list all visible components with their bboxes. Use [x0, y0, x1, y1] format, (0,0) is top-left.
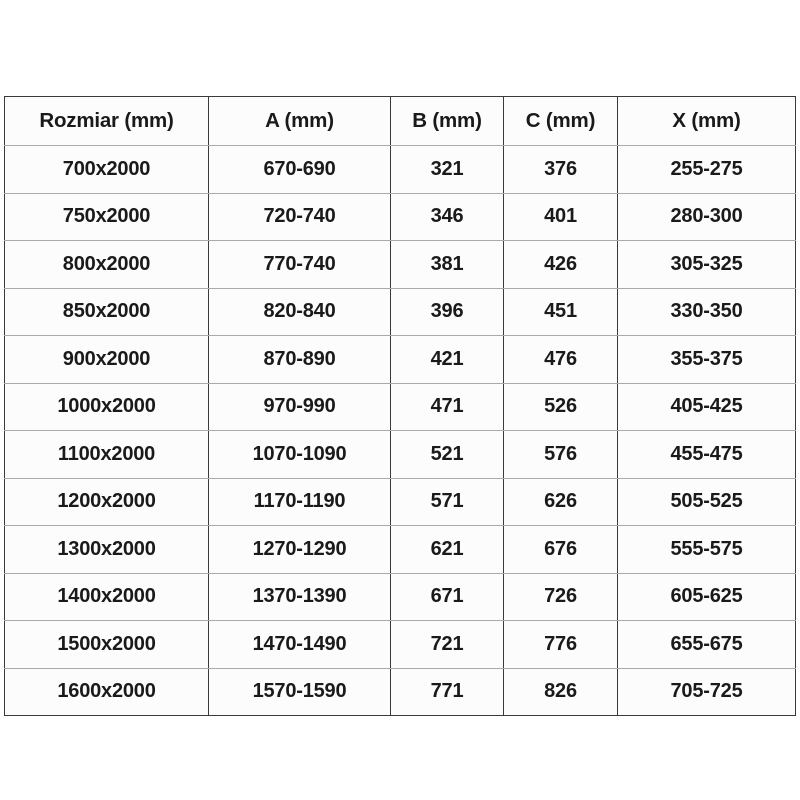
cell-b: 621 — [390, 525, 504, 574]
table-row: 800x2000 770-740 381 426 305-325 — [4, 240, 796, 289]
cell-size: 850x2000 — [4, 287, 209, 336]
cell-c: 626 — [503, 477, 618, 526]
cell-b: 471 — [390, 382, 504, 431]
table-row: 1100x2000 1070-1090 521 576 455-475 — [4, 430, 796, 479]
cell-size: 1300x2000 — [4, 525, 209, 574]
cell-x: 255-275 — [617, 145, 796, 194]
cell-a: 1170-1190 — [208, 477, 391, 526]
column-header-c: C (mm) — [503, 96, 618, 146]
cell-a: 1470-1490 — [208, 620, 391, 669]
cell-x: 655-675 — [617, 620, 796, 669]
table-row: 1000x2000 970-990 471 526 405-425 — [4, 382, 796, 431]
cell-b: 421 — [390, 335, 504, 384]
cell-c: 576 — [503, 430, 618, 479]
cell-a: 720-740 — [208, 192, 391, 241]
cell-b: 396 — [390, 287, 504, 336]
cell-b: 571 — [390, 477, 504, 526]
table-row: 850x2000 820-840 396 451 330-350 — [4, 287, 796, 336]
cell-size: 1600x2000 — [4, 667, 209, 716]
cell-b: 346 — [390, 192, 504, 241]
table-row: 1500x2000 1470-1490 721 776 655-675 — [4, 620, 796, 669]
cell-x: 280-300 — [617, 192, 796, 241]
cell-c: 676 — [503, 525, 618, 574]
cell-c: 776 — [503, 620, 618, 669]
table-header-row: Rozmiar (mm) A (mm) B (mm) C (mm) X (mm) — [4, 96, 796, 146]
cell-x: 705-725 — [617, 667, 796, 716]
cell-size: 1000x2000 — [4, 382, 209, 431]
dimensions-table: Rozmiar (mm) A (mm) B (mm) C (mm) X (mm)… — [4, 96, 796, 716]
cell-c: 426 — [503, 240, 618, 289]
cell-a: 1270-1290 — [208, 525, 391, 574]
cell-b: 771 — [390, 667, 504, 716]
cell-c: 826 — [503, 667, 618, 716]
column-header-size: Rozmiar (mm) — [4, 96, 209, 146]
cell-x: 330-350 — [617, 287, 796, 336]
cell-c: 526 — [503, 382, 618, 431]
cell-a: 770-740 — [208, 240, 391, 289]
cell-b: 521 — [390, 430, 504, 479]
cell-a: 820-840 — [208, 287, 391, 336]
cell-x: 505-525 — [617, 477, 796, 526]
cell-b: 671 — [390, 572, 504, 621]
cell-b: 721 — [390, 620, 504, 669]
cell-a: 670-690 — [208, 145, 391, 194]
cell-size: 700x2000 — [4, 145, 209, 194]
table-body: 700x2000 670-690 321 376 255-275 750x2000 720-… — [4, 145, 796, 716]
cell-c: 401 — [503, 192, 618, 241]
table-header: Rozmiar (mm) A (mm) B (mm) C (mm) X (mm) — [4, 96, 796, 146]
cell-a: 1570-1590 — [208, 667, 391, 716]
cell-c: 451 — [503, 287, 618, 336]
cell-x: 455-475 — [617, 430, 796, 479]
spec-table-container: Rozmiar (mm) A (mm) B (mm) C (mm) X (mm)… — [4, 96, 796, 716]
column-header-x: X (mm) — [617, 96, 796, 146]
table-row: 750x2000 720-740 346 401 280-300 — [4, 192, 796, 241]
table-row: 700x2000 670-690 321 376 255-275 — [4, 145, 796, 194]
cell-size: 1100x2000 — [4, 430, 209, 479]
cell-a: 1370-1390 — [208, 572, 391, 621]
cell-x: 555-575 — [617, 525, 796, 574]
cell-a: 870-890 — [208, 335, 391, 384]
cell-x: 305-325 — [617, 240, 796, 289]
table-row: 1600x2000 1570-1590 771 826 705-725 — [4, 667, 796, 716]
cell-size: 1200x2000 — [4, 477, 209, 526]
cell-c: 726 — [503, 572, 618, 621]
cell-size: 1400x2000 — [4, 572, 209, 621]
cell-a: 1070-1090 — [208, 430, 391, 479]
column-header-b: B (mm) — [390, 96, 504, 146]
cell-size: 800x2000 — [4, 240, 209, 289]
table-row: 900x2000 870-890 421 476 355-375 — [4, 335, 796, 384]
cell-x: 405-425 — [617, 382, 796, 431]
table-row: 1200x2000 1170-1190 571 626 505-525 — [4, 477, 796, 526]
cell-x: 605-625 — [617, 572, 796, 621]
table-row: 1300x2000 1270-1290 621 676 555-575 — [4, 525, 796, 574]
cell-size: 750x2000 — [4, 192, 209, 241]
cell-x: 355-375 — [617, 335, 796, 384]
cell-size: 900x2000 — [4, 335, 209, 384]
column-header-a: A (mm) — [208, 96, 391, 146]
cell-c: 476 — [503, 335, 618, 384]
cell-size: 1500x2000 — [4, 620, 209, 669]
cell-b: 381 — [390, 240, 504, 289]
cell-b: 321 — [390, 145, 504, 194]
cell-c: 376 — [503, 145, 618, 194]
cell-a: 970-990 — [208, 382, 391, 431]
table-row: 1400x2000 1370-1390 671 726 605-625 — [4, 572, 796, 621]
